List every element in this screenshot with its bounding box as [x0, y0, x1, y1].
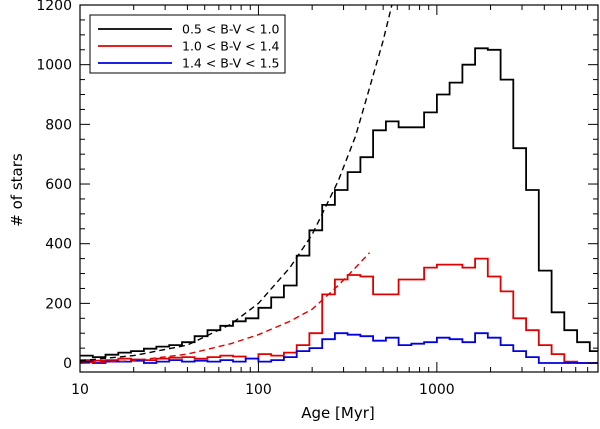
- x-tick-label: 10: [71, 382, 89, 398]
- plot-frame: [79, 4, 599, 373]
- y-tick-label: 0: [63, 356, 72, 372]
- legend-label: 1.4 < B-V < 1.5: [182, 56, 280, 71]
- y-tick-label: 800: [45, 117, 72, 133]
- y-tick-label: 600: [45, 177, 72, 193]
- y-tick-label: 400: [45, 237, 72, 253]
- plot-area: [80, 5, 598, 364]
- fit-curve-1: [80, 5, 393, 362]
- x-axis-title: Age [Myr]: [301, 404, 374, 422]
- fit-curve-2: [80, 252, 371, 364]
- legend-label: 1.0 < B-V < 1.4: [182, 39, 280, 54]
- plot-marks: [80, 5, 598, 364]
- y-tick-label: 1200: [36, 0, 72, 14]
- histogram-series-3: [80, 332, 598, 364]
- legend-label: 0.5 < B-V < 1.0: [182, 22, 280, 37]
- axes: 10 100 1000 0 200 400 600 800 1000 1200: [36, 0, 599, 398]
- y-tick-label: 1000: [36, 58, 72, 74]
- legend: 0.5 < B-V < 1.0 1.0 < B-V < 1.4 1.4 < B-V …: [89, 14, 286, 74]
- y-tick-label: 200: [45, 296, 72, 312]
- x-tick-label: 1000: [419, 382, 455, 398]
- x-tick-label: 100: [245, 382, 272, 398]
- y-axis-title: # of stars: [8, 153, 26, 227]
- histogram-series-1: [80, 47, 598, 358]
